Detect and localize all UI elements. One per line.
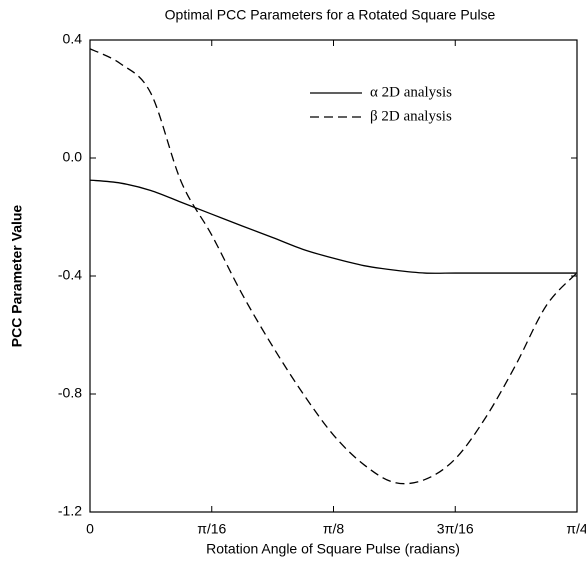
- x-tick-label: π/8: [323, 521, 345, 537]
- y-tick-label: -1.2: [58, 503, 82, 519]
- legend-label: α 2D analysis: [370, 84, 452, 100]
- y-tick-label: 0.4: [63, 31, 83, 47]
- series-line: [89, 179, 577, 274]
- x-axis-label: Rotation Angle of Square Pulse (radians): [206, 541, 460, 557]
- x-tick-label: 0: [86, 521, 94, 537]
- legend-label: β 2D analysis: [370, 108, 452, 124]
- y-tick-label: 0.0: [63, 149, 83, 165]
- y-tick-label: -0.4: [58, 267, 82, 283]
- series-line: [89, 48, 578, 485]
- x-tick-label: 3π/16: [437, 521, 474, 537]
- y-axis-label: PCC Parameter Value: [9, 205, 25, 348]
- y-tick-label: -0.8: [58, 385, 82, 401]
- plot-frame: [89, 39, 578, 513]
- chart-title: Optimal PCC Parameters for a Rotated Squ…: [165, 7, 496, 23]
- x-tick-label: π/4: [566, 521, 586, 537]
- x-tick-label: π/16: [197, 521, 226, 537]
